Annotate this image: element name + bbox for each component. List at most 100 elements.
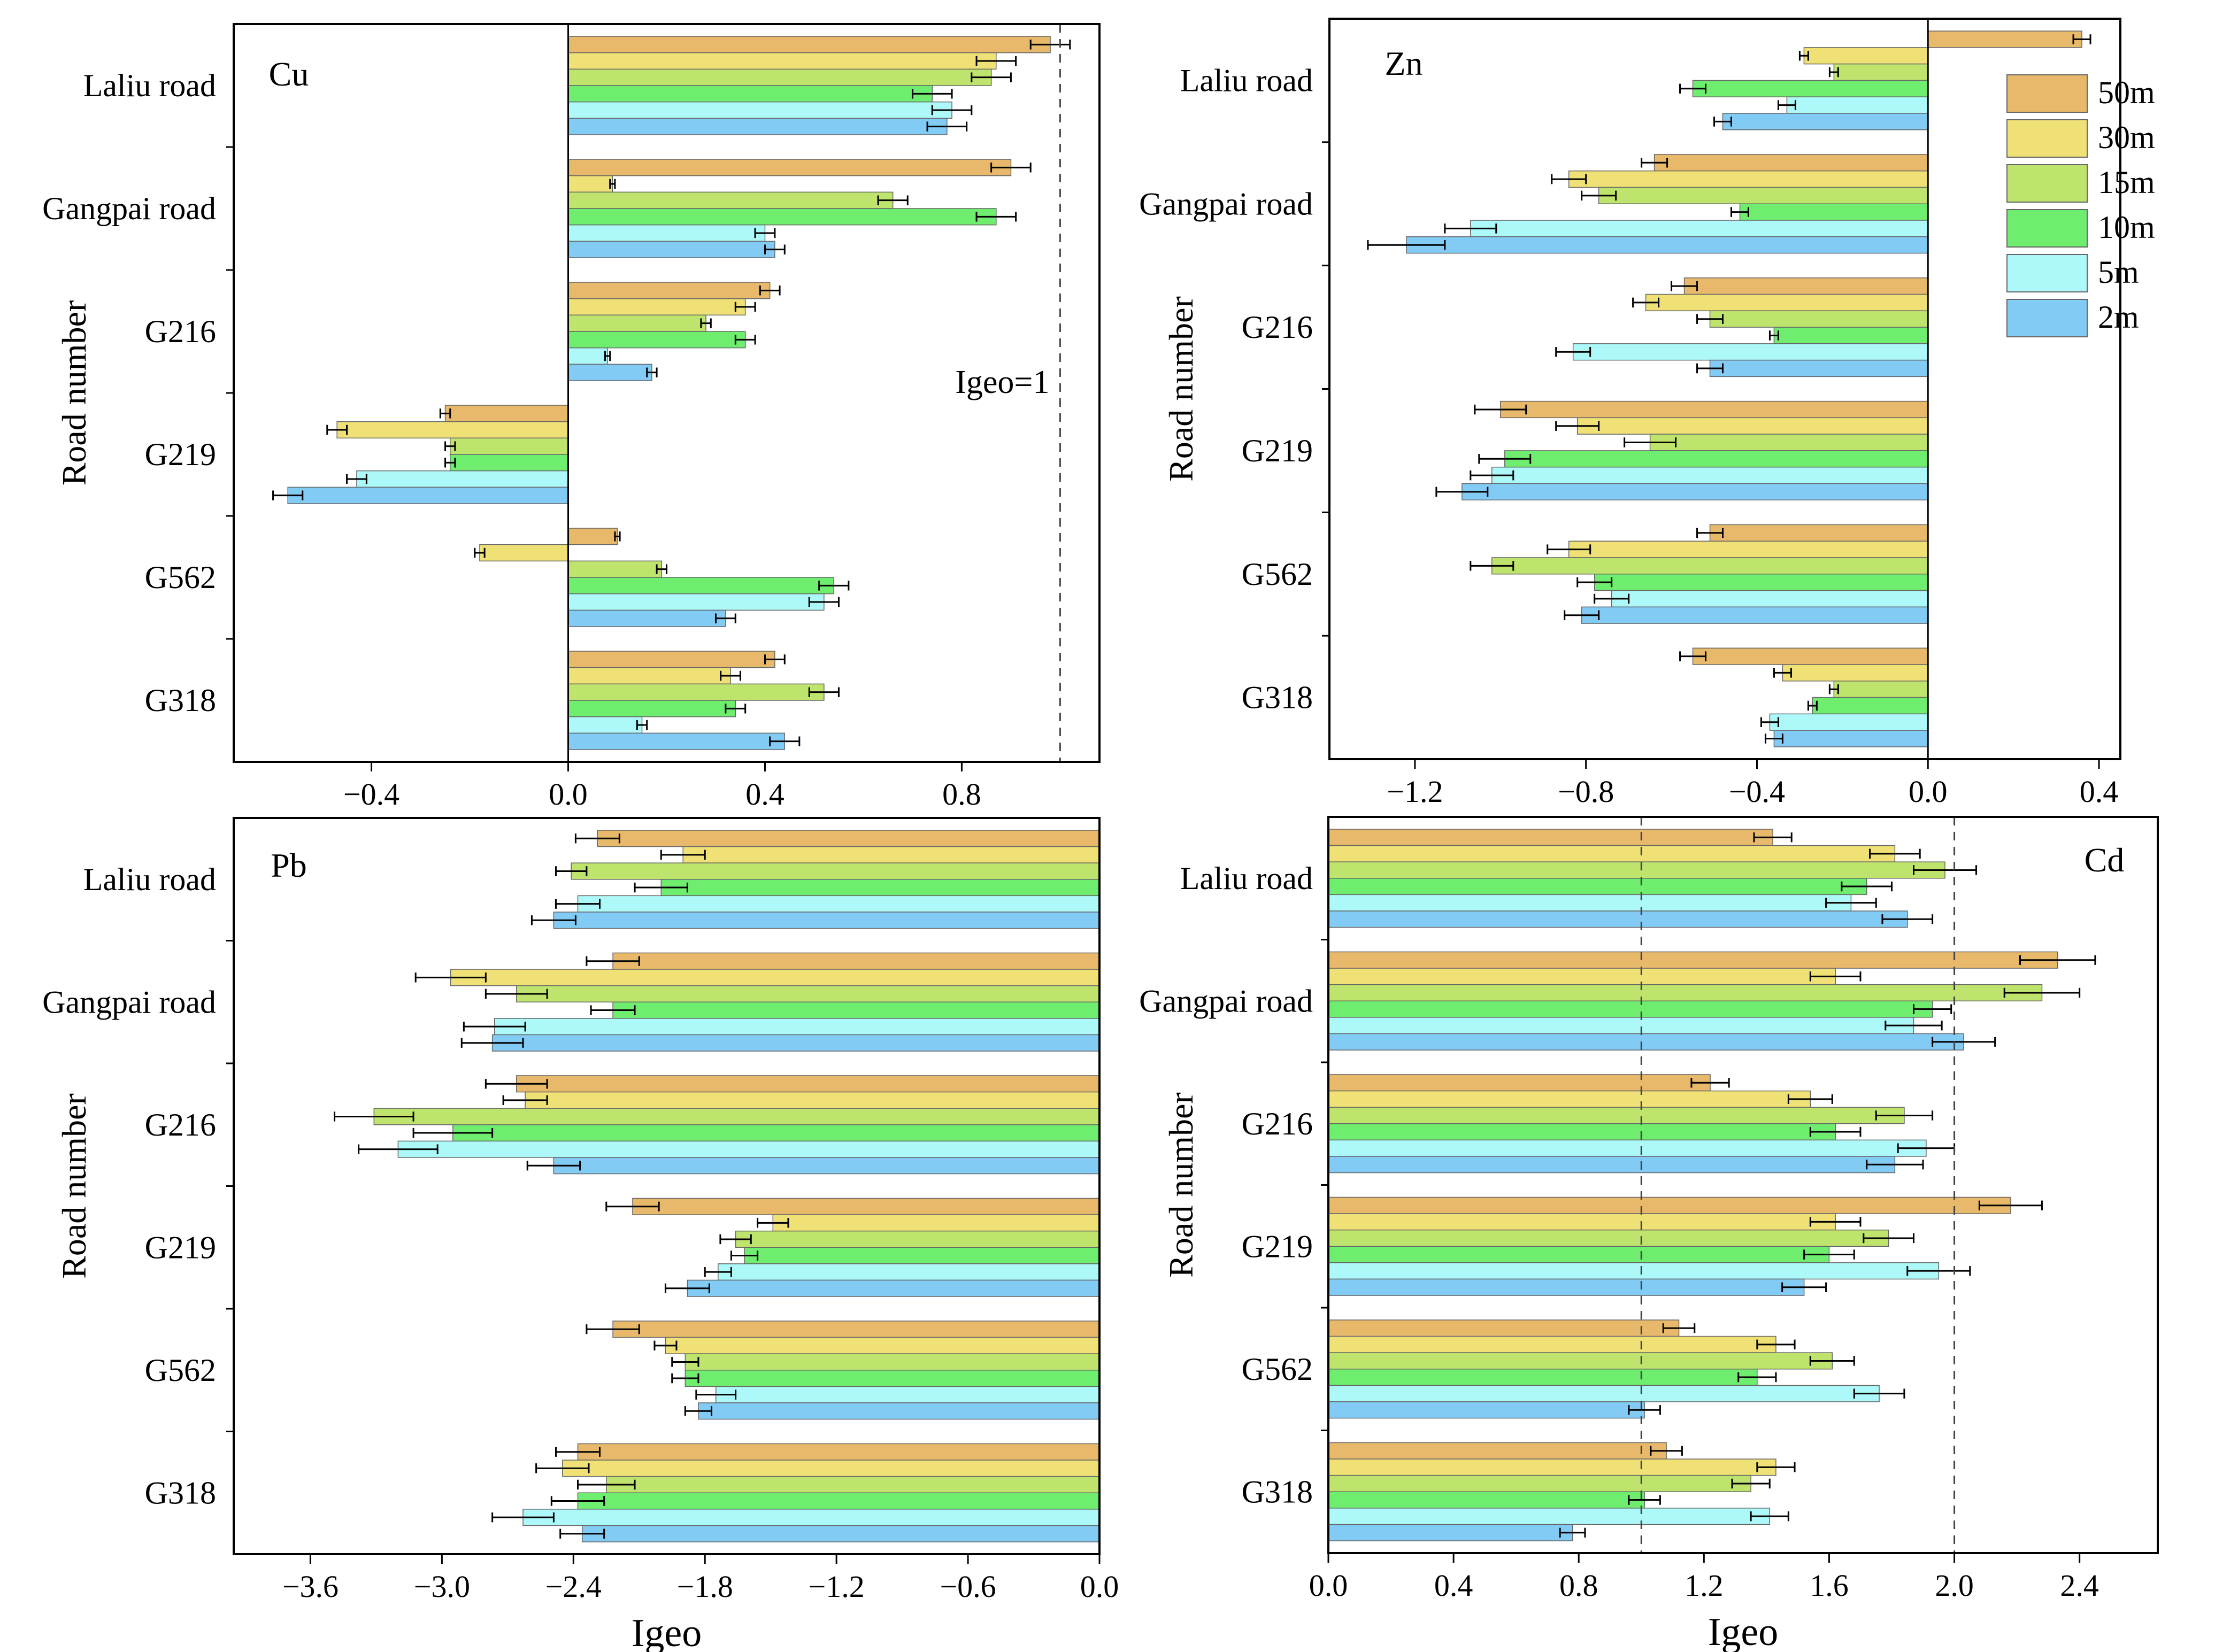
x-tick-label: 0.4 [745,777,785,812]
legend-swatch-10m [2006,209,2088,248]
error-bar-zn-laliu-road-5m [1777,100,1796,110]
error-bar-cu-laliu-road-50m [1029,40,1071,50]
panel-cd: Laliu road Gangpai road G216 G219 G562 G318 0.… [1139,816,2159,1652]
error-bar-zn-laliu-road-50m [2072,34,2091,44]
error-bar-cu-g219-10m [444,458,456,468]
legend-label-5m: 5m [2098,254,2139,290]
bar-cu-g219-30m [336,421,569,439]
bar-cd-gangpai-road-5m [1328,1017,1914,1035]
bar-pb-gangpai-road-50m [612,952,1100,970]
error-bar-cu-laliu-road-2m [926,121,968,132]
category-label-laliu-road: Laliu road [83,862,216,897]
bar-cd-laliu-road-2m [1328,910,1908,928]
bar-cu-g562-15m [567,560,663,578]
bar-pb-g562-30m [665,1337,1100,1354]
error-bar-cd-g318-2m [1559,1527,1586,1538]
error-bar-pb-g219-10m [730,1250,759,1261]
bar-pb-laliu-road-30m [682,846,1100,863]
bar-cu-g216-5m [567,347,608,365]
error-bar-zn-g219-10m [1478,454,1532,464]
panel-title-cu: Cu [269,55,309,93]
error-bar-cu-g216-30m [734,302,756,312]
x-tick-label: 0.8 [1559,1568,1598,1603]
error-bar-cd-g318-50m [1650,1446,1683,1456]
category-label-g219: G219 [145,1230,216,1265]
error-bar-cu-g318-5m [636,720,648,730]
error-bar-pb-g216-15m [334,1111,414,1122]
x-tick-label: 0.0 [1909,774,1948,809]
bar-cu-g318-5m [567,716,643,734]
error-bar-cu-gangpai-road-10m [975,212,1017,222]
error-bar-zn-g562-5m [1594,593,1630,604]
bar-zn-g562-30m [1568,541,1928,558]
error-bar-pb-g562-5m [695,1389,737,1400]
bar-cu-g216-15m [567,314,706,332]
error-bar-cd-g216-50m [1690,1078,1730,1088]
bar-cu-g318-15m [567,683,825,701]
error-bar-pb-g562-2m [684,1406,713,1416]
error-bar-zn-g216-15m [1696,314,1724,324]
error-bar-cu-g216-50m [759,285,781,296]
x-tick-label: −0.8 [1558,774,1614,809]
category-label-gangpai-road: Gangpai road [1139,186,1313,221]
error-bar-pb-g216-50m [484,1079,548,1089]
x-axis-label: Igeo [632,1611,702,1652]
error-bar-cu-gangpai-road-5m [754,228,776,238]
error-bar-pb-g216-2m [526,1161,581,1171]
bar-zn-g318-5m [1769,713,1928,731]
error-bar-cu-g216-10m [734,335,756,345]
legend-label-50m: 50m [2098,75,2155,110]
bar-cd-g562-5m [1328,1385,1880,1402]
error-bar-pb-g318-30m [535,1463,590,1473]
error-bar-cd-gangpai-road-15m [2003,987,2081,998]
error-bar-pb-g219-30m [757,1218,789,1228]
plot-frame [1328,18,2121,760]
bar-cu-g219-5m [356,470,569,488]
y-axis-label: Road number [55,1093,93,1279]
bar-cd-laliu-road-50m [1328,829,1773,846]
bar-pb-g219-2m [687,1279,1100,1297]
error-bar-pb-g219-15m [719,1234,752,1245]
bar-zn-gangpai-road-5m [1470,220,1928,237]
x-tick-label: −0.4 [343,777,399,812]
bar-pb-laliu-road-15m [571,862,1100,880]
error-bar-zn-g216-50m [1671,281,1698,291]
error-bar-cd-g216-15m [1875,1110,1934,1121]
bar-cu-gangpai-road-50m [567,159,1012,176]
bar-zn-g216-10m [1773,327,1928,344]
error-bar-cd-g562-15m [1809,1356,1855,1366]
bar-cu-gangpai-road-2m [567,241,775,258]
x-tick-label: 0.0 [1309,1568,1348,1603]
error-bar-zn-laliu-road-2m [1713,117,1732,127]
bar-zn-laliu-road-30m [1803,47,1928,65]
error-bar-pb-laliu-road-15m [555,866,588,876]
y-axis-label: Road number [1162,1092,1200,1278]
bar-zn-g219-15m [1649,434,1928,451]
bar-cd-laliu-road-10m [1328,878,1867,896]
bar-pb-g219-15m [735,1230,1100,1248]
error-bar-cd-g562-50m [1662,1323,1696,1333]
bar-zn-g219-10m [1504,450,1928,468]
bar-zn-gangpai-road-2m [1406,236,1928,254]
bar-cu-g216-2m [567,364,652,381]
legend-swatch-2m [2006,299,2088,337]
bar-cu-laliu-road-50m [567,36,1051,53]
error-bar-pb-g216-30m [502,1095,548,1106]
bar-cd-g318-30m [1328,1458,1776,1476]
error-bar-cu-g318-15m [808,687,840,697]
bar-zn-g562-50m [1709,524,1928,542]
category-label-g562: G562 [1242,1352,1313,1387]
x-tick-label: −0.4 [1729,774,1785,809]
error-bar-cd-g318-30m [1756,1462,1796,1472]
error-bar-zn-g562-30m [1547,544,1591,554]
bar-pb-laliu-road-5m [577,895,1100,913]
error-bar-pb-g216-10m [412,1128,494,1138]
x-tick-label: 1.6 [1810,1568,1849,1603]
category-label-laliu-road: Laliu road [1180,63,1313,98]
category-label-g216: G216 [1242,1106,1313,1141]
category-label-g216: G216 [1242,310,1313,345]
panel-title-cd: Cd [2085,841,2125,879]
bar-zn-g216-50m [1683,277,1928,295]
bar-cd-g219-50m [1328,1196,2011,1214]
category-label-g318: G318 [1242,680,1313,715]
